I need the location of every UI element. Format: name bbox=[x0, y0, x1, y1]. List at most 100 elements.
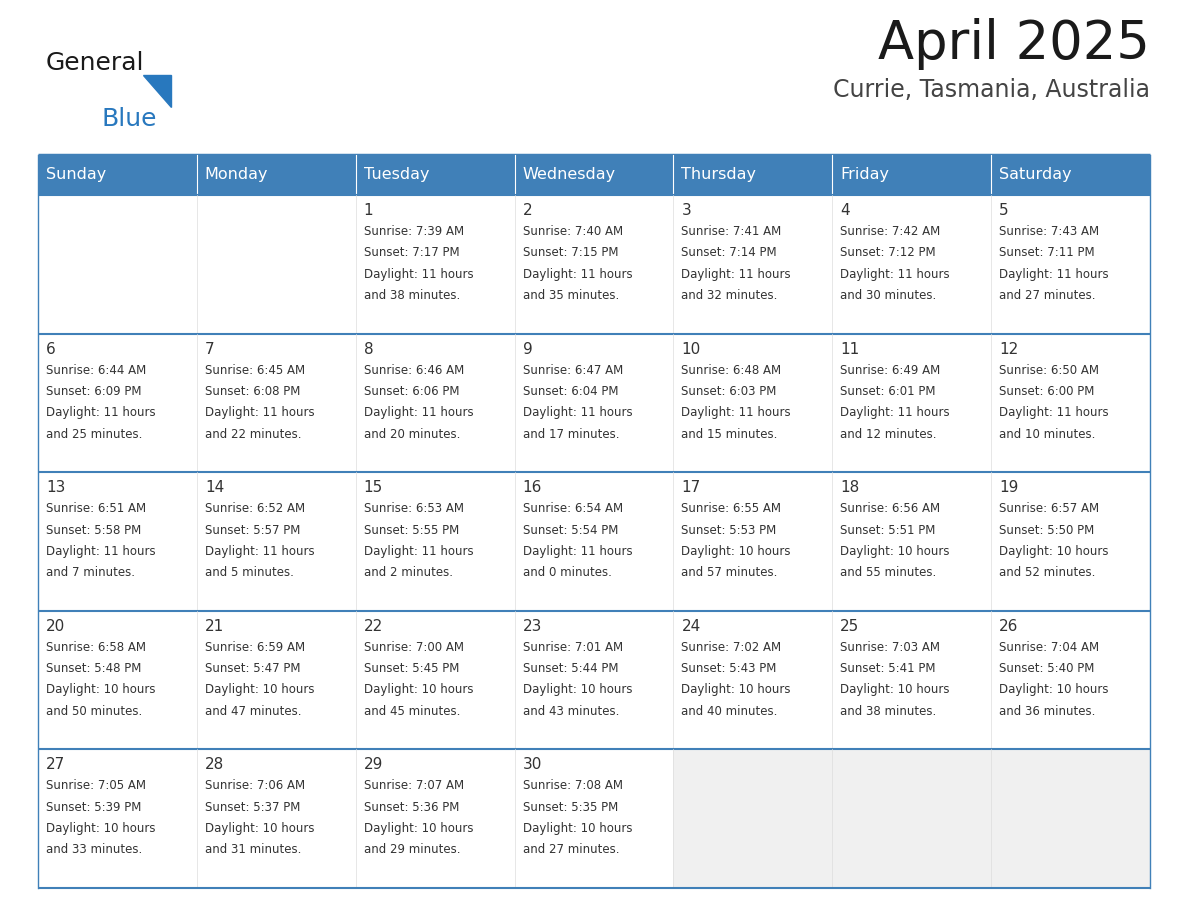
Text: and 2 minutes.: and 2 minutes. bbox=[364, 566, 453, 579]
Text: Daylight: 11 hours: Daylight: 11 hours bbox=[523, 407, 632, 420]
Text: Daylight: 11 hours: Daylight: 11 hours bbox=[999, 407, 1108, 420]
Text: Sunrise: 6:52 AM: Sunrise: 6:52 AM bbox=[204, 502, 305, 515]
Text: Sunset: 5:53 PM: Sunset: 5:53 PM bbox=[682, 523, 777, 536]
Text: 28: 28 bbox=[204, 757, 225, 772]
Text: Blue: Blue bbox=[101, 107, 157, 131]
Text: Sunset: 6:03 PM: Sunset: 6:03 PM bbox=[682, 385, 777, 397]
Text: Daylight: 11 hours: Daylight: 11 hours bbox=[364, 268, 473, 281]
Text: 15: 15 bbox=[364, 480, 383, 495]
Polygon shape bbox=[143, 75, 171, 107]
Text: Sunrise: 6:56 AM: Sunrise: 6:56 AM bbox=[840, 502, 941, 515]
Text: Sunday: Sunday bbox=[46, 167, 106, 183]
Text: 24: 24 bbox=[682, 619, 701, 633]
Text: and 57 minutes.: and 57 minutes. bbox=[682, 566, 778, 579]
Text: Daylight: 11 hours: Daylight: 11 hours bbox=[840, 407, 950, 420]
Bar bbox=[833, 749, 991, 888]
Text: 13: 13 bbox=[46, 480, 65, 495]
Text: Sunset: 5:50 PM: Sunset: 5:50 PM bbox=[999, 523, 1094, 536]
Text: Sunrise: 6:54 AM: Sunrise: 6:54 AM bbox=[523, 502, 623, 515]
Text: Daylight: 11 hours: Daylight: 11 hours bbox=[840, 268, 950, 281]
Text: 4: 4 bbox=[840, 203, 849, 218]
Bar bbox=[355, 610, 514, 749]
Bar bbox=[833, 195, 991, 333]
Text: Sunset: 5:35 PM: Sunset: 5:35 PM bbox=[523, 800, 618, 813]
Text: 23: 23 bbox=[523, 619, 542, 633]
Text: and 25 minutes.: and 25 minutes. bbox=[46, 428, 143, 441]
Text: Sunset: 7:15 PM: Sunset: 7:15 PM bbox=[523, 246, 618, 259]
Text: Sunrise: 7:42 AM: Sunrise: 7:42 AM bbox=[840, 225, 941, 238]
Text: Daylight: 11 hours: Daylight: 11 hours bbox=[523, 545, 632, 558]
Bar bbox=[197, 155, 355, 195]
Text: Sunrise: 7:00 AM: Sunrise: 7:00 AM bbox=[364, 641, 463, 654]
Bar bbox=[833, 610, 991, 749]
Text: Daylight: 10 hours: Daylight: 10 hours bbox=[204, 683, 315, 697]
Text: and 20 minutes.: and 20 minutes. bbox=[364, 428, 460, 441]
Text: Daylight: 11 hours: Daylight: 11 hours bbox=[364, 407, 473, 420]
Text: Sunrise: 7:06 AM: Sunrise: 7:06 AM bbox=[204, 779, 305, 792]
Text: and 29 minutes.: and 29 minutes. bbox=[364, 844, 460, 856]
Text: Sunrise: 6:55 AM: Sunrise: 6:55 AM bbox=[682, 502, 782, 515]
Text: and 50 minutes.: and 50 minutes. bbox=[46, 705, 143, 718]
Text: General: General bbox=[46, 51, 145, 75]
Bar bbox=[514, 333, 674, 472]
Text: Sunrise: 6:45 AM: Sunrise: 6:45 AM bbox=[204, 364, 305, 376]
Text: Daylight: 11 hours: Daylight: 11 hours bbox=[46, 545, 156, 558]
Text: 14: 14 bbox=[204, 480, 225, 495]
Text: Sunset: 5:37 PM: Sunset: 5:37 PM bbox=[204, 800, 301, 813]
Bar bbox=[38, 195, 197, 333]
Text: 17: 17 bbox=[682, 480, 701, 495]
Text: Daylight: 11 hours: Daylight: 11 hours bbox=[204, 407, 315, 420]
Bar bbox=[674, 610, 833, 749]
Text: Sunrise: 6:57 AM: Sunrise: 6:57 AM bbox=[999, 502, 1099, 515]
Bar bbox=[197, 749, 355, 888]
Text: Thursday: Thursday bbox=[682, 167, 757, 183]
Text: Daylight: 10 hours: Daylight: 10 hours bbox=[840, 545, 949, 558]
Text: Daylight: 10 hours: Daylight: 10 hours bbox=[999, 683, 1108, 697]
Text: 30: 30 bbox=[523, 757, 542, 772]
Text: and 15 minutes.: and 15 minutes. bbox=[682, 428, 778, 441]
Text: 11: 11 bbox=[840, 341, 860, 356]
Text: 19: 19 bbox=[999, 480, 1018, 495]
Text: Sunrise: 7:01 AM: Sunrise: 7:01 AM bbox=[523, 641, 623, 654]
Bar bbox=[514, 610, 674, 749]
Text: Sunrise: 7:40 AM: Sunrise: 7:40 AM bbox=[523, 225, 623, 238]
Text: Sunset: 5:48 PM: Sunset: 5:48 PM bbox=[46, 662, 141, 675]
Text: Monday: Monday bbox=[204, 167, 268, 183]
Text: and 17 minutes.: and 17 minutes. bbox=[523, 428, 619, 441]
Bar bbox=[514, 749, 674, 888]
Bar bbox=[197, 610, 355, 749]
Text: Sunset: 5:51 PM: Sunset: 5:51 PM bbox=[840, 523, 936, 536]
Text: 1: 1 bbox=[364, 203, 373, 218]
Text: and 43 minutes.: and 43 minutes. bbox=[523, 705, 619, 718]
Text: Sunset: 5:39 PM: Sunset: 5:39 PM bbox=[46, 800, 141, 813]
Bar bbox=[674, 472, 833, 610]
Text: Sunrise: 6:51 AM: Sunrise: 6:51 AM bbox=[46, 502, 146, 515]
Text: Sunrise: 6:49 AM: Sunrise: 6:49 AM bbox=[840, 364, 941, 376]
Text: Sunset: 5:41 PM: Sunset: 5:41 PM bbox=[840, 662, 936, 675]
Text: 10: 10 bbox=[682, 341, 701, 356]
Text: Friday: Friday bbox=[840, 167, 890, 183]
Text: Sunrise: 6:50 AM: Sunrise: 6:50 AM bbox=[999, 364, 1099, 376]
Bar bbox=[514, 195, 674, 333]
Text: Daylight: 10 hours: Daylight: 10 hours bbox=[204, 822, 315, 835]
Bar bbox=[355, 749, 514, 888]
Bar bbox=[674, 195, 833, 333]
Text: Sunrise: 7:43 AM: Sunrise: 7:43 AM bbox=[999, 225, 1099, 238]
Text: 25: 25 bbox=[840, 619, 860, 633]
Text: Sunset: 7:12 PM: Sunset: 7:12 PM bbox=[840, 246, 936, 259]
Text: Sunset: 6:09 PM: Sunset: 6:09 PM bbox=[46, 385, 141, 397]
Bar bbox=[355, 195, 514, 333]
Text: Sunrise: 6:47 AM: Sunrise: 6:47 AM bbox=[523, 364, 623, 376]
Text: Sunrise: 6:53 AM: Sunrise: 6:53 AM bbox=[364, 502, 463, 515]
Text: and 32 minutes.: and 32 minutes. bbox=[682, 289, 778, 302]
Text: Daylight: 11 hours: Daylight: 11 hours bbox=[46, 407, 156, 420]
Text: Sunset: 6:08 PM: Sunset: 6:08 PM bbox=[204, 385, 301, 397]
Text: 3: 3 bbox=[682, 203, 691, 218]
Text: and 22 minutes.: and 22 minutes. bbox=[204, 428, 302, 441]
Text: and 35 minutes.: and 35 minutes. bbox=[523, 289, 619, 302]
Text: Sunrise: 7:08 AM: Sunrise: 7:08 AM bbox=[523, 779, 623, 792]
Text: Sunrise: 7:41 AM: Sunrise: 7:41 AM bbox=[682, 225, 782, 238]
Text: and 38 minutes.: and 38 minutes. bbox=[840, 705, 936, 718]
Text: and 12 minutes.: and 12 minutes. bbox=[840, 428, 937, 441]
Text: and 47 minutes.: and 47 minutes. bbox=[204, 705, 302, 718]
